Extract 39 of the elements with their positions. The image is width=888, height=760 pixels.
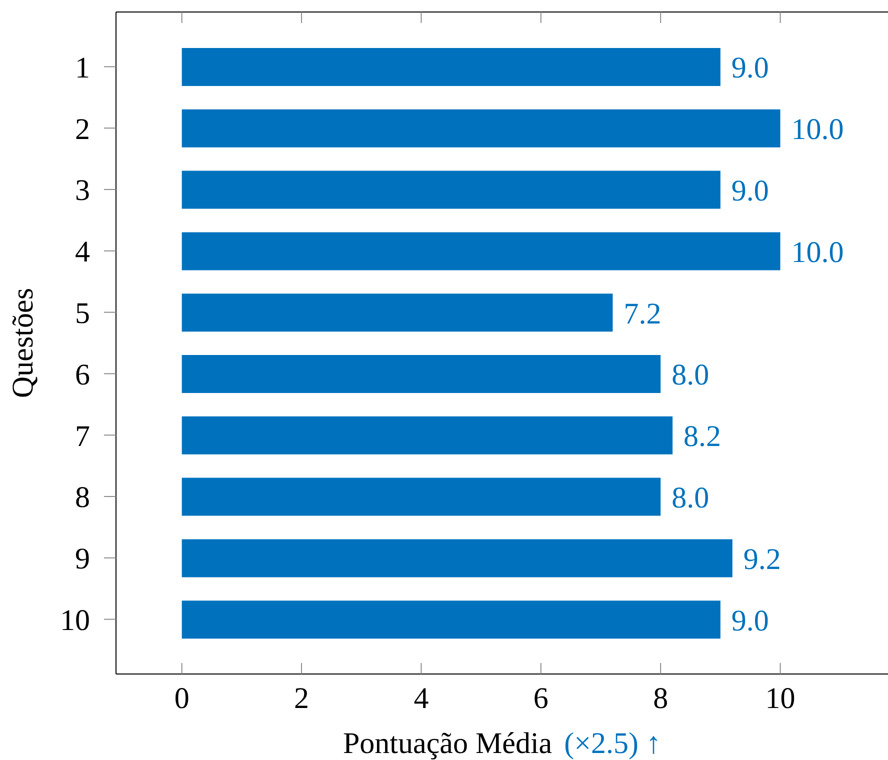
x-tick-label: 4 xyxy=(414,682,429,715)
data-label: 9.0 xyxy=(731,174,769,208)
data-label: 10.0 xyxy=(791,236,844,269)
data-label: 9.0 xyxy=(731,52,769,85)
bar xyxy=(182,48,720,86)
bar xyxy=(182,109,780,148)
data-label: 10.0 xyxy=(791,113,844,146)
y-tick-label: 3 xyxy=(75,174,90,208)
bar xyxy=(182,416,673,454)
bar xyxy=(182,600,720,639)
y-tick-label: 7 xyxy=(75,420,90,453)
x-tick-label: 6 xyxy=(533,682,548,715)
data-label: 8.0 xyxy=(672,358,710,392)
x-tick-label: 2 xyxy=(294,682,310,715)
bar xyxy=(182,294,613,332)
y-tick-label: 9 xyxy=(75,542,90,576)
y-tick-label: 1 xyxy=(75,51,90,84)
y-tick-label: 10 xyxy=(60,604,90,637)
bar xyxy=(182,170,720,209)
data-label: 7.2 xyxy=(624,297,662,330)
y-tick-label: 8 xyxy=(75,481,90,514)
y-tick-label: 4 xyxy=(75,236,90,269)
x-tick-label: 8 xyxy=(653,682,668,715)
bar xyxy=(182,355,661,393)
y-axis-title: Questões xyxy=(6,288,40,398)
data-label: 8.2 xyxy=(684,420,722,454)
data-label: 8.0 xyxy=(672,481,710,514)
y-tick-label: 2 xyxy=(75,112,90,146)
text: (×2.5) ↑ xyxy=(564,726,661,760)
bar xyxy=(182,232,780,270)
x-axis-title: Pontuação Média xyxy=(342,726,552,760)
data-label: 9.0 xyxy=(731,604,769,638)
y-tick-label: 6 xyxy=(75,358,90,392)
bar xyxy=(182,478,661,516)
bar xyxy=(182,539,732,578)
x-tick-label: 10 xyxy=(765,682,796,715)
y-tick-label: 5 xyxy=(75,296,90,330)
x-tick-label: 0 xyxy=(174,682,190,715)
data-label: 9.2 xyxy=(743,542,781,576)
